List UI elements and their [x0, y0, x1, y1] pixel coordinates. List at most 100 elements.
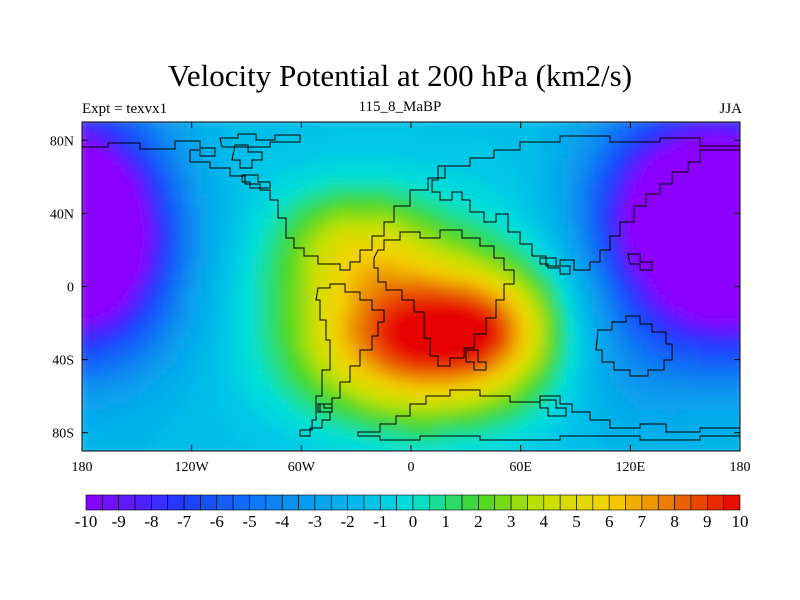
- field-cell: [130, 302, 137, 309]
- field-cell: [442, 158, 449, 165]
- field-cell: [460, 158, 467, 165]
- field-cell: [448, 236, 455, 243]
- field-cell: [262, 134, 269, 141]
- field-cell: [490, 326, 497, 333]
- field-cell: [706, 272, 713, 279]
- field-cell: [190, 350, 197, 357]
- field-cell: [184, 248, 191, 255]
- field-cell: [694, 200, 701, 207]
- field-cell: [718, 152, 725, 159]
- field-cell: [154, 206, 161, 213]
- field-cell: [622, 188, 629, 195]
- field-cell: [220, 314, 227, 321]
- field-cell: [430, 242, 437, 249]
- field-cell: [424, 200, 431, 207]
- field-cell: [262, 164, 269, 171]
- field-cell: [394, 356, 401, 363]
- field-cell: [484, 242, 491, 249]
- field-cell: [124, 254, 131, 261]
- field-cell: [514, 374, 521, 381]
- field-cell: [484, 356, 491, 363]
- field-cell: [364, 158, 371, 165]
- field-cell: [310, 344, 317, 351]
- field-cell: [454, 134, 461, 141]
- field-cell: [382, 368, 389, 375]
- field-cell: [394, 170, 401, 177]
- field-cell: [256, 332, 263, 339]
- field-cell: [220, 368, 227, 375]
- field-cell: [580, 206, 587, 213]
- field-cell: [190, 176, 197, 183]
- field-cell: [154, 308, 161, 315]
- field-cell: [322, 212, 329, 219]
- field-cell: [232, 362, 239, 369]
- field-cell: [658, 272, 665, 279]
- field-cell: [334, 356, 341, 363]
- field-cell: [322, 326, 329, 333]
- field-cell: [316, 380, 323, 387]
- field-cell: [592, 374, 599, 381]
- field-cell: [460, 188, 467, 195]
- field-cell: [154, 218, 161, 225]
- field-cell: [616, 308, 623, 315]
- field-cell: [226, 164, 233, 171]
- field-cell: [700, 338, 707, 345]
- field-cell: [652, 308, 659, 315]
- field-cell: [172, 272, 179, 279]
- field-cell: [364, 212, 371, 219]
- field-cell: [400, 128, 407, 135]
- field-cell: [154, 242, 161, 249]
- field-cell: [82, 254, 89, 261]
- field-cell: [160, 218, 167, 225]
- field-cell: [652, 248, 659, 255]
- field-cell: [454, 206, 461, 213]
- field-cell: [670, 344, 677, 351]
- field-cell: [280, 128, 287, 135]
- field-cell: [142, 194, 149, 201]
- field-cell: [724, 188, 731, 195]
- field-cell: [202, 344, 209, 351]
- field-cell: [544, 284, 551, 291]
- field-cell: [664, 350, 671, 357]
- field-cell: [640, 302, 647, 309]
- field-cell: [196, 230, 203, 237]
- field-cell: [418, 320, 425, 327]
- field-cell: [154, 230, 161, 237]
- field-cell: [142, 338, 149, 345]
- field-cell: [88, 284, 95, 291]
- field-cell: [616, 272, 623, 279]
- field-cell: [202, 158, 209, 165]
- field-cell: [514, 290, 521, 297]
- field-cell: [676, 152, 683, 159]
- field-cell: [232, 374, 239, 381]
- field-cell: [514, 152, 521, 159]
- field-cell: [706, 266, 713, 273]
- field-cell: [664, 278, 671, 285]
- field-cell: [322, 302, 329, 309]
- field-cell: [436, 248, 443, 255]
- field-cell: [544, 332, 551, 339]
- field-cell: [472, 158, 479, 165]
- field-cell: [544, 224, 551, 231]
- field-cell: [220, 266, 227, 273]
- field-cell: [178, 254, 185, 261]
- field-cell: [256, 206, 263, 213]
- field-cell: [304, 368, 311, 375]
- field-cell: [196, 332, 203, 339]
- field-cell: [664, 308, 671, 315]
- field-cell: [448, 368, 455, 375]
- field-cell: [682, 266, 689, 273]
- field-cell: [730, 140, 737, 147]
- field-cell: [112, 170, 119, 177]
- field-cell: [94, 374, 101, 381]
- field-cell: [574, 314, 581, 321]
- field-cell: [214, 188, 221, 195]
- field-cell: [244, 362, 251, 369]
- field-cell: [484, 296, 491, 303]
- field-cell: [484, 314, 491, 321]
- field-cell: [334, 320, 341, 327]
- field-cell: [694, 224, 701, 231]
- field-cell: [412, 332, 419, 339]
- field-cell: [178, 296, 185, 303]
- field-cell: [154, 362, 161, 369]
